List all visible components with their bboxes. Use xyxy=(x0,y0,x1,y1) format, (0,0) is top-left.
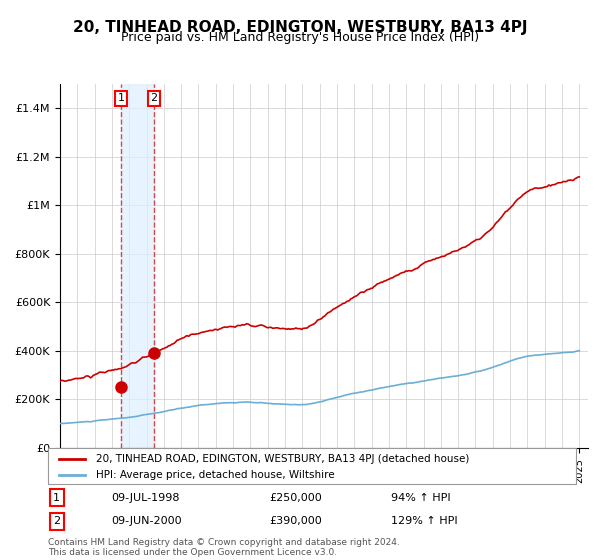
Bar xyxy=(121,84,154,448)
FancyBboxPatch shape xyxy=(48,448,576,484)
Text: 20, TINHEAD ROAD, EDINGTON, WESTBURY, BA13 4PJ (detached house): 20, TINHEAD ROAD, EDINGTON, WESTBURY, BA… xyxy=(95,454,469,464)
Text: 2: 2 xyxy=(53,516,61,526)
20, TINHEAD ROAD, EDINGTON, WESTBURY, BA13 4PJ (detached house) xyxy=(548,181,556,188)
20, TINHEAD ROAD, EDINGTON, WESTBURY, BA13 4PJ (detached house) xyxy=(212,326,220,333)
HPI: Average price, detached house, Wiltshire: (2e+03, 1.24e+05): Average price, detached house, Wiltshire… xyxy=(120,414,127,421)
Text: £250,000: £250,000 xyxy=(270,493,323,503)
20, TINHEAD ROAD, EDINGTON, WESTBURY, BA13 4PJ (detached house) xyxy=(61,378,68,385)
HPI: Average price, detached house, Wiltshire: (2.02e+03, 4.01e+05): Average price, detached house, Wiltshire… xyxy=(576,347,583,354)
Text: £390,000: £390,000 xyxy=(270,516,323,526)
HPI: Average price, detached house, Wiltshire: (2.02e+03, 3.88e+05): Average price, detached house, Wiltshire… xyxy=(547,351,554,357)
20, TINHEAD ROAD, EDINGTON, WESTBURY, BA13 4PJ (detached house) xyxy=(239,321,246,328)
Text: Contains HM Land Registry data © Crown copyright and database right 2024.
This d: Contains HM Land Registry data © Crown c… xyxy=(48,538,400,557)
20, TINHEAD ROAD, EDINGTON, WESTBURY, BA13 4PJ (detached house) xyxy=(121,363,128,370)
20, TINHEAD ROAD, EDINGTON, WESTBURY, BA13 4PJ (detached house) xyxy=(230,323,237,330)
HPI: Average price, detached house, Wiltshire: (2e+03, 1.01e+05): Average price, detached house, Wiltshire… xyxy=(56,420,64,427)
Text: 09-JUL-1998: 09-JUL-1998 xyxy=(112,493,180,503)
20, TINHEAD ROAD, EDINGTON, WESTBURY, BA13 4PJ (detached house) xyxy=(56,377,64,384)
Text: 1: 1 xyxy=(118,94,124,104)
Text: 129% ↑ HPI: 129% ↑ HPI xyxy=(391,516,458,526)
Text: 2: 2 xyxy=(151,94,158,104)
Line: 20, TINHEAD ROAD, EDINGTON, WESTBURY, BA13 4PJ (detached house): 20, TINHEAD ROAD, EDINGTON, WESTBURY, BA… xyxy=(60,177,580,381)
Text: 94% ↑ HPI: 94% ↑ HPI xyxy=(391,493,451,503)
Line: HPI: Average price, detached house, Wiltshire: HPI: Average price, detached house, Wilt… xyxy=(60,351,580,423)
HPI: Average price, detached house, Wiltshire: (2e+03, 1.86e+05): Average price, detached house, Wiltshire… xyxy=(229,399,236,406)
Text: 09-JUN-2000: 09-JUN-2000 xyxy=(112,516,182,526)
20, TINHEAD ROAD, EDINGTON, WESTBURY, BA13 4PJ (detached house) xyxy=(576,174,583,180)
HPI: Average price, detached house, Wiltshire: (2.01e+03, 1.88e+05): Average price, detached house, Wiltshire… xyxy=(237,399,244,405)
20, TINHEAD ROAD, EDINGTON, WESTBURY, BA13 4PJ (detached house) xyxy=(285,325,292,332)
HPI: Average price, detached house, Wiltshire: (2e+03, 1.82e+05): Average price, detached house, Wiltshire… xyxy=(211,400,218,407)
HPI: Average price, detached house, Wiltshire: (2.01e+03, 1.8e+05): Average price, detached house, Wiltshire… xyxy=(284,401,291,408)
Text: 20, TINHEAD ROAD, EDINGTON, WESTBURY, BA13 4PJ: 20, TINHEAD ROAD, EDINGTON, WESTBURY, BA… xyxy=(73,20,527,35)
Text: 1: 1 xyxy=(53,493,60,503)
Text: Price paid vs. HM Land Registry's House Price Index (HPI): Price paid vs. HM Land Registry's House … xyxy=(121,31,479,44)
Text: HPI: Average price, detached house, Wiltshire: HPI: Average price, detached house, Wilt… xyxy=(95,470,334,480)
